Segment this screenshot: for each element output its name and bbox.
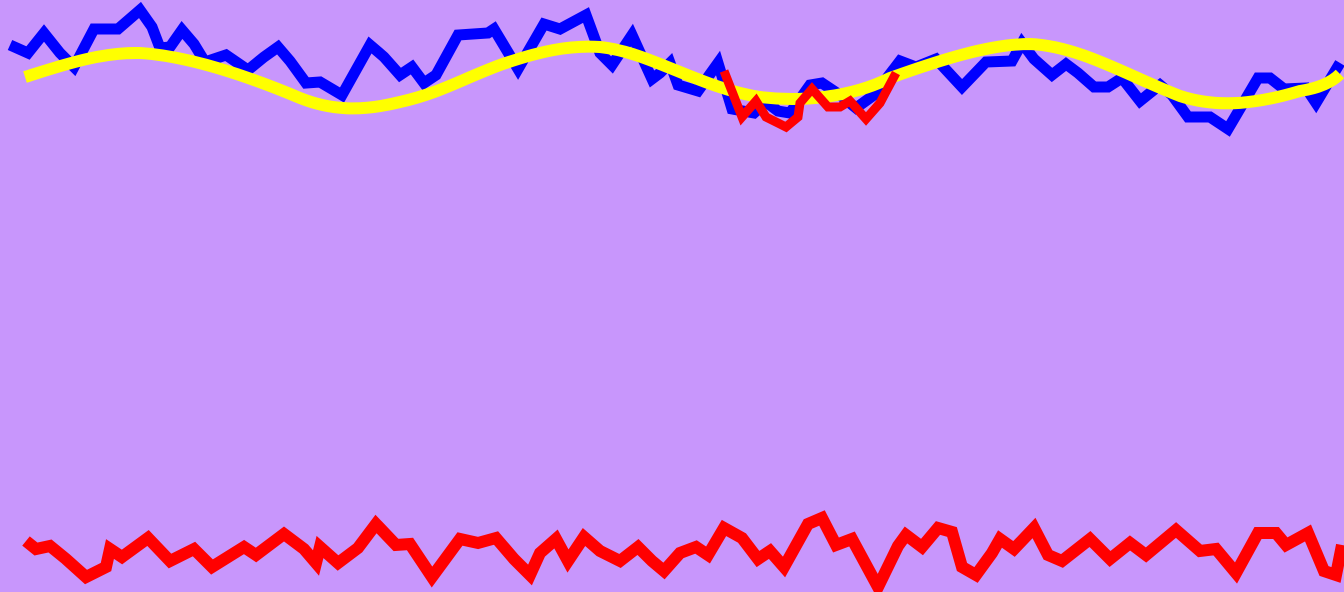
yellow-smooth-curve <box>23 37 1344 115</box>
red-short-segment <box>719 69 900 133</box>
red-jagged-line <box>22 510 1344 592</box>
